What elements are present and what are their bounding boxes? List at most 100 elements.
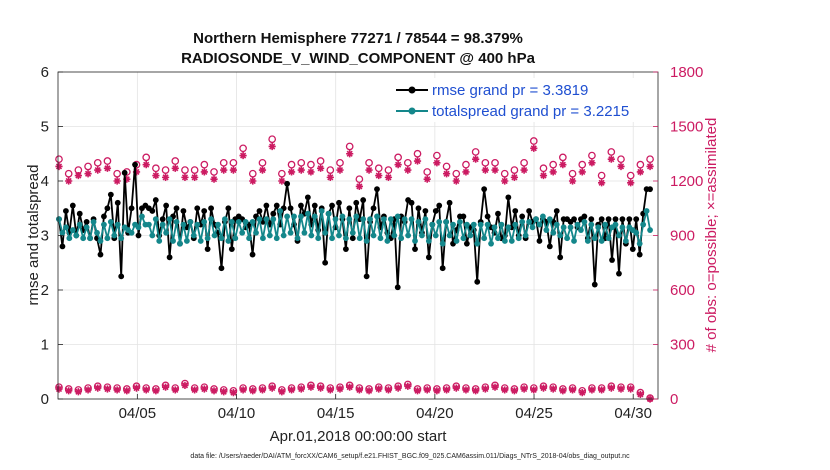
assimilated_low-marker (501, 386, 509, 394)
assimilated-marker (346, 150, 354, 158)
spread-point (308, 232, 315, 239)
assimilated_low-marker (598, 386, 606, 394)
assimilated-marker (249, 177, 257, 185)
x-tick-label: 04/05 (119, 405, 157, 422)
assimilated_low-marker (249, 387, 257, 395)
assimilated_low-marker (636, 390, 644, 399)
spread-point (450, 221, 456, 228)
spread-point (429, 221, 436, 228)
spread-point (166, 216, 173, 223)
rmse-point (408, 199, 415, 206)
assimilated-marker (539, 171, 548, 180)
possible-marker (539, 164, 548, 173)
legend-spread-text: totalspread grand pr = 3.2215 (432, 103, 629, 120)
possible-marker (103, 157, 112, 165)
possible-marker (190, 166, 199, 174)
spread-point (370, 232, 377, 239)
assimilated-marker (442, 170, 451, 178)
assimilated_low-marker (481, 385, 489, 393)
assimilated-marker (559, 161, 567, 169)
spread-point (73, 232, 80, 239)
rmse-point (353, 199, 360, 206)
rmse-point (342, 246, 349, 253)
assimilated-marker (549, 168, 557, 176)
possible-marker (413, 149, 422, 158)
rmse-point (460, 213, 467, 220)
spread-point (398, 235, 405, 242)
rmse-point (263, 202, 270, 209)
rmse-point (629, 246, 636, 253)
spread-point (508, 238, 515, 244)
possible-marker (55, 155, 63, 164)
rmse-point (180, 208, 187, 214)
legend: rmse grand pr = 3.3819 totalspread grand… (392, 78, 652, 122)
possible-marker (394, 153, 402, 162)
assimilated-marker (578, 168, 586, 176)
possible-marker (520, 158, 528, 167)
assimilated-marker (394, 161, 402, 169)
assimilated_low-marker (326, 386, 334, 394)
assimilated-marker (55, 162, 63, 171)
possible-marker (481, 158, 490, 167)
rmse-point (336, 199, 342, 206)
spread-point (163, 229, 170, 236)
assimilated_low-marker (423, 386, 431, 394)
spread-point (564, 235, 571, 242)
x-tick-label: 04/30 (614, 405, 652, 422)
assimilated_low-marker (171, 386, 179, 394)
rmse-point (526, 208, 532, 214)
assimilated_low-marker (472, 387, 480, 395)
possible-marker (646, 155, 654, 164)
possible-marker (336, 158, 344, 167)
assimilated_low-marker (200, 385, 208, 393)
assimilated_low-marker (220, 388, 228, 396)
spread-point (536, 221, 543, 228)
spread-point (284, 213, 291, 220)
assimilated_low-marker (568, 386, 577, 394)
assimilated-marker (491, 166, 499, 174)
spread-point (346, 216, 353, 223)
assimilated_low-marker (627, 385, 635, 393)
series-layer (55, 135, 654, 403)
spread-point (152, 216, 159, 223)
rmse-point (412, 246, 418, 253)
spread-point (512, 221, 519, 228)
assimilated-marker (336, 166, 344, 174)
spread-point (66, 235, 73, 242)
rmse-point (425, 254, 432, 261)
assimilated_low-marker (491, 383, 499, 391)
possible-marker (597, 171, 606, 180)
spread-point (598, 238, 605, 244)
spread-point (180, 221, 187, 228)
assimilated_low-marker (375, 385, 383, 393)
spread-point (584, 238, 591, 244)
left-tick-label: 6 (41, 64, 49, 81)
assimilated_low-marker (355, 386, 363, 394)
assimilated-marker (404, 166, 412, 174)
assimilated-marker (627, 179, 635, 187)
rmse-point (298, 202, 304, 209)
assimilated-marker (384, 173, 393, 181)
spread-point (80, 235, 87, 242)
spread-point (505, 224, 512, 231)
spread-point (533, 216, 539, 223)
spread-point (467, 232, 474, 239)
rmse-point (588, 216, 595, 223)
spread-point (394, 213, 401, 220)
spread-point (170, 238, 176, 244)
rmse-point (273, 202, 280, 209)
rmse-point (159, 216, 166, 223)
spread-point (457, 218, 463, 225)
assimilated_low-marker (191, 386, 199, 394)
spread-point (633, 229, 640, 236)
assimilated-marker (84, 170, 92, 178)
rmse-point (512, 208, 519, 214)
rmse-point (647, 186, 653, 193)
rmse-point (101, 213, 107, 220)
assimilated_low-marker (132, 384, 141, 392)
spread-point (636, 240, 643, 247)
spread-point (446, 232, 453, 239)
assimilated_low-marker (297, 385, 305, 393)
assimilated_low-marker (278, 388, 286, 396)
spread-point (605, 235, 612, 242)
